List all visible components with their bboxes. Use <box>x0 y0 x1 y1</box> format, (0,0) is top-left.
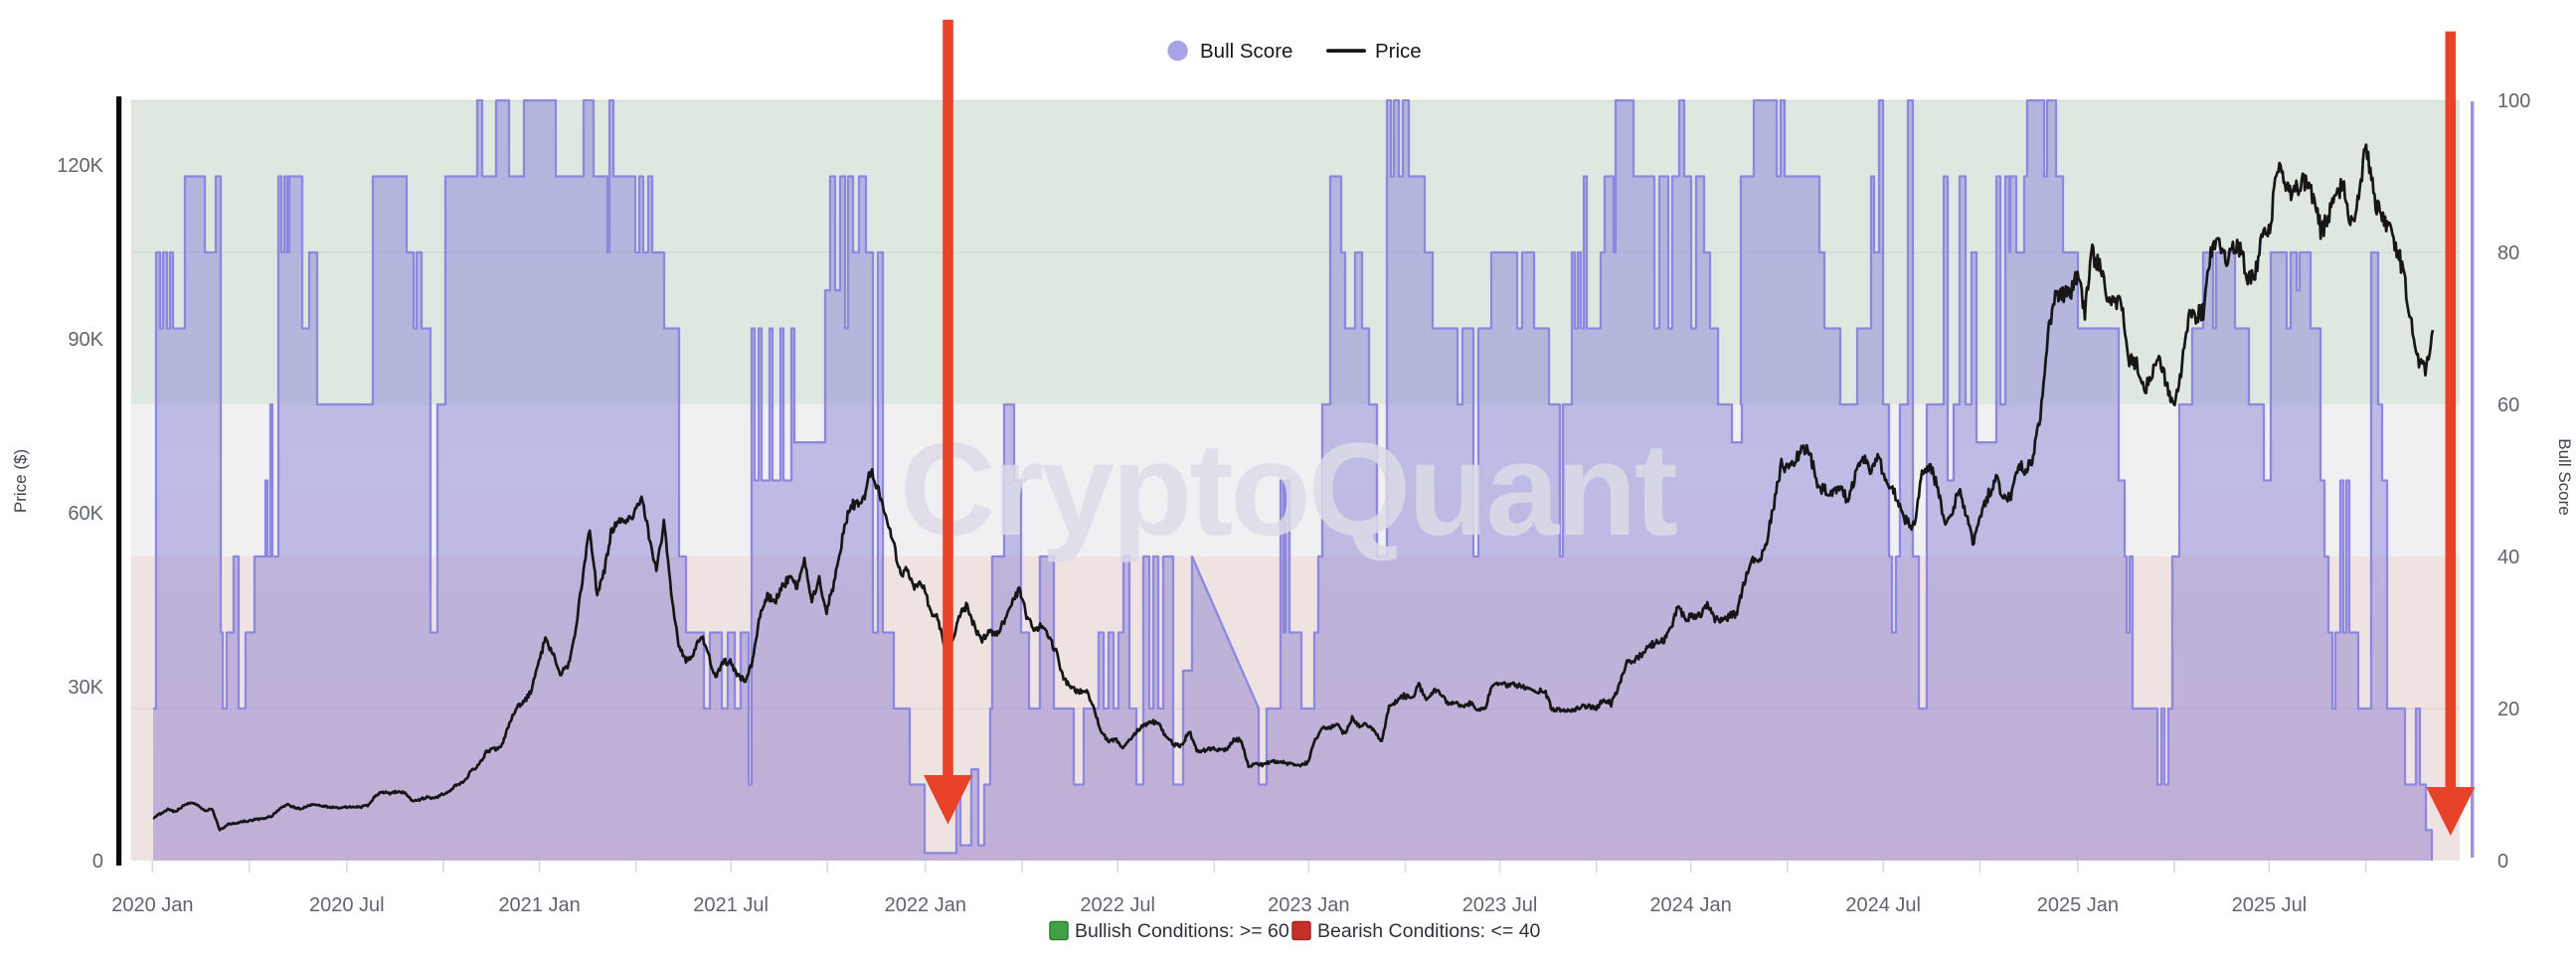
svg-text:2021 Jan: 2021 Jan <box>498 894 580 916</box>
svg-text:60K: 60K <box>68 503 103 525</box>
svg-text:0: 0 <box>2497 851 2508 873</box>
svg-text:2021 Jul: 2021 Jul <box>693 894 769 916</box>
svg-text:2024 Jul: 2024 Jul <box>1845 894 1921 916</box>
svg-text:2023 Jan: 2023 Jan <box>1268 894 1349 916</box>
svg-text:Bull Score: Bull Score <box>2555 438 2574 515</box>
svg-text:2025 Jul: 2025 Jul <box>2232 894 2308 916</box>
svg-text:100: 100 <box>2497 90 2530 112</box>
svg-text:20: 20 <box>2497 699 2519 720</box>
svg-text:60: 60 <box>2497 395 2519 416</box>
svg-text:120K: 120K <box>57 155 103 177</box>
svg-text:Price ($): Price ($) <box>11 449 30 513</box>
svg-text:CryptoQuant: CryptoQuant <box>900 416 1676 563</box>
svg-text:80: 80 <box>2497 242 2519 264</box>
svg-text:40: 40 <box>2497 547 2519 568</box>
svg-text:Price: Price <box>1375 40 1422 63</box>
svg-text:30K: 30K <box>68 677 103 699</box>
svg-text:2020 Jul: 2020 Jul <box>309 894 385 916</box>
svg-text:90K: 90K <box>68 329 103 351</box>
svg-text:2022 Jan: 2022 Jan <box>885 894 966 916</box>
svg-text:2022 Jul: 2022 Jul <box>1080 894 1155 916</box>
svg-text:2024 Jan: 2024 Jan <box>1649 894 1731 916</box>
svg-text:Bullish Conditions: >= 60: Bullish Conditions: >= 60 <box>1075 920 1289 942</box>
svg-text:Bull Score: Bull Score <box>1200 40 1292 63</box>
svg-text:2023 Jul: 2023 Jul <box>1462 894 1538 916</box>
svg-text:Bearish Conditions: <= 40: Bearish Conditions: <= 40 <box>1317 920 1541 942</box>
svg-text:0: 0 <box>92 851 103 873</box>
svg-text:2020 Jan: 2020 Jan <box>111 894 193 916</box>
svg-text:2025 Jan: 2025 Jan <box>2037 894 2119 916</box>
